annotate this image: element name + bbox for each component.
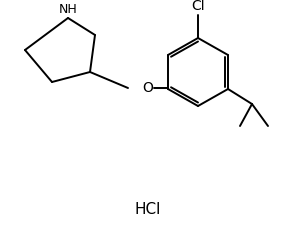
Text: Cl: Cl	[191, 0, 205, 13]
Text: HCl: HCl	[135, 202, 161, 217]
Text: NH: NH	[59, 3, 77, 16]
Text: O: O	[143, 81, 153, 95]
